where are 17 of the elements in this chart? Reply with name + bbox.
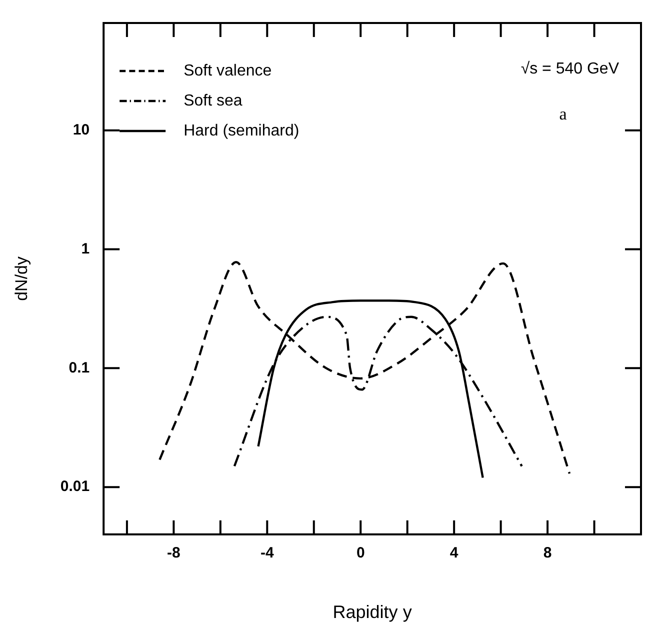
y-tick-label: 0.1 bbox=[68, 359, 90, 376]
annotation: a bbox=[559, 104, 568, 124]
legend-label: Soft sea bbox=[184, 92, 242, 110]
y-axis-title: dN/dy bbox=[12, 256, 31, 301]
y-tick-label: 0.01 bbox=[60, 478, 90, 496]
x-tick-label: 0 bbox=[356, 544, 365, 562]
y-tick-label: 1 bbox=[81, 240, 90, 258]
x-tick-label: 4 bbox=[450, 544, 459, 562]
legend-label: Soft valence bbox=[184, 62, 272, 80]
y-tick-label: 10 bbox=[72, 122, 90, 139]
x-tick-label: 8 bbox=[543, 544, 552, 562]
x-tick-label: -4 bbox=[260, 544, 274, 562]
legend-label: Hard (semihard) bbox=[184, 122, 300, 140]
x-axis-title: Rapidity y bbox=[332, 602, 412, 622]
x-tick-label: -8 bbox=[167, 544, 180, 562]
line-series bbox=[158, 261, 571, 475]
annotation: √s = 540 GeV bbox=[520, 60, 620, 78]
